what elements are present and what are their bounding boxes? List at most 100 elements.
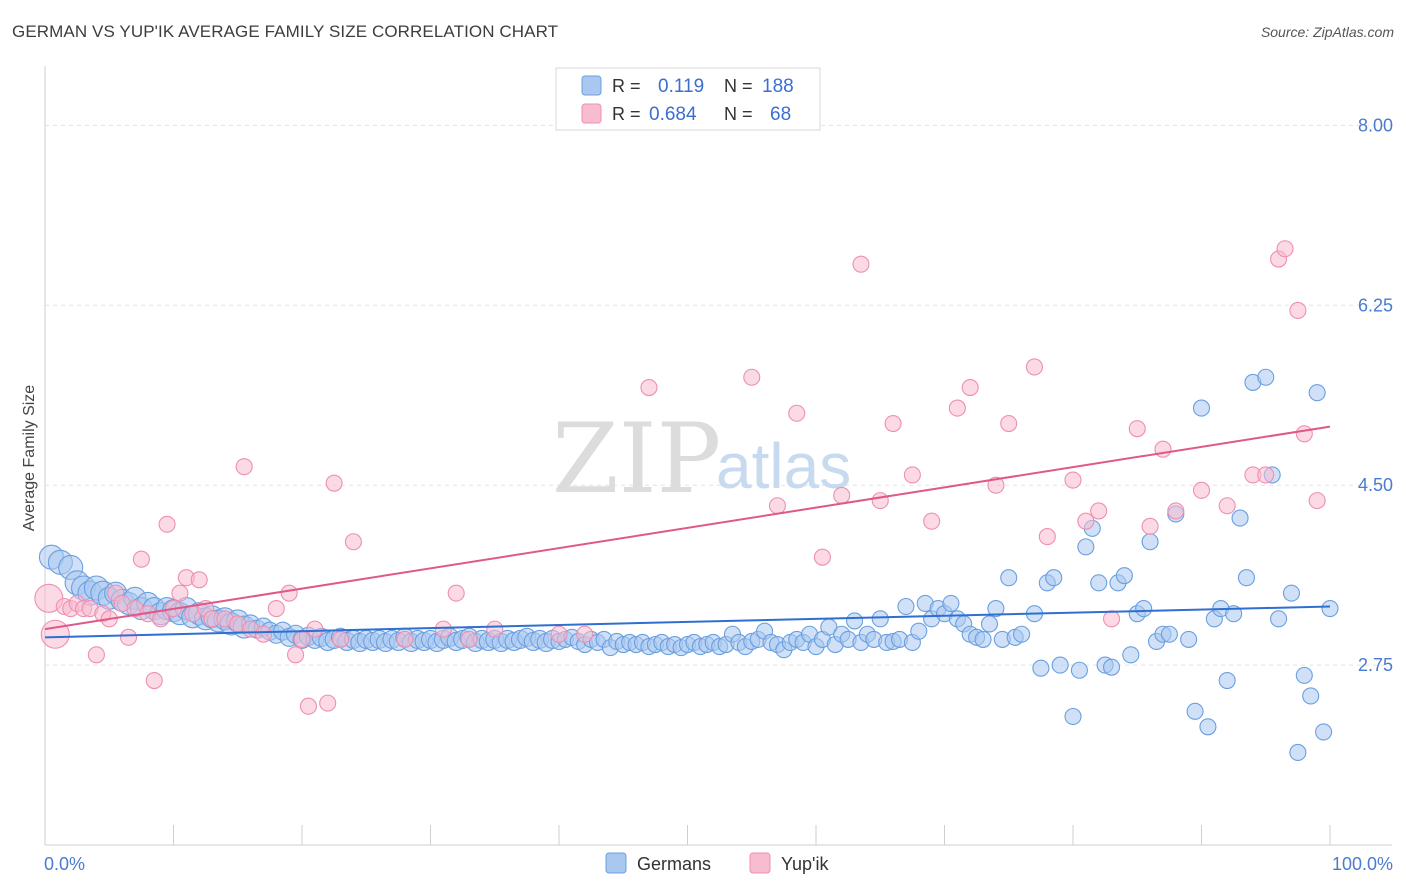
yupik-point [961, 378, 979, 397]
german-point [980, 615, 999, 633]
yupik-point [1103, 610, 1121, 628]
y-axis-title: Average Family Size [21, 385, 38, 532]
german-point [1064, 707, 1082, 726]
german-point [1115, 567, 1133, 585]
yupik-point [871, 492, 889, 510]
x-tick-label: 0.0% [44, 854, 85, 874]
german-point [910, 622, 928, 640]
stats-legend-swatch-germans [581, 75, 602, 96]
german-point [1257, 368, 1275, 386]
y-tick-label: 8.00 [1358, 115, 1393, 135]
x-tick-label: 100.0% [1332, 854, 1393, 874]
watermark-atlas-text: atlas [716, 430, 851, 502]
gridlines [45, 124, 1392, 666]
y-tick-label: 4.50 [1358, 475, 1393, 495]
yupik-point [1167, 502, 1185, 520]
stats-n-label-1: N = [724, 76, 753, 96]
yupik-point [235, 458, 253, 476]
german-point [1090, 574, 1108, 592]
stats-r-value-germans: 0.119 [658, 76, 704, 97]
axes [44, 66, 1392, 846]
x-tick-labels: 0.0% 100.0% [44, 854, 1393, 874]
german-point [1045, 569, 1063, 587]
yupik-point [145, 671, 163, 690]
yupik-point [280, 584, 298, 602]
yupik-point [293, 630, 311, 648]
yupik-point [1295, 425, 1313, 443]
german-point [897, 597, 915, 616]
german-point [1270, 610, 1288, 628]
german-point [1321, 600, 1339, 618]
yupik-point [576, 625, 594, 643]
german-point [987, 600, 1005, 618]
german-point [1032, 659, 1050, 677]
german-point [1218, 671, 1236, 690]
yupik-point [87, 646, 105, 664]
trend-line-yupik [44, 425, 1331, 631]
yupik-point [1276, 240, 1294, 258]
german-point [1160, 625, 1178, 643]
stats-n-value-yupik: 68 [770, 104, 791, 125]
yupik-point [460, 630, 478, 648]
yupik-point [743, 368, 761, 386]
yupik-point [158, 515, 176, 533]
german-point [1180, 630, 1198, 648]
series-yupik [34, 240, 1326, 715]
german-point [1077, 538, 1095, 556]
y-tick-label: 6.25 [1358, 295, 1393, 315]
german-point [1302, 687, 1320, 705]
watermark: ZIP atlas [552, 403, 851, 515]
stats-n-value-germans: 188 [762, 76, 794, 97]
german-point [1199, 718, 1217, 736]
yupik-point [331, 630, 350, 648]
yupik-point [1128, 420, 1146, 438]
yupik-point [788, 404, 806, 422]
series-legend: Germans Yup'ik [605, 852, 829, 874]
yupik-point [813, 548, 831, 566]
german-point [1231, 509, 1249, 527]
yupik-point [306, 620, 324, 638]
stats-legend: R = 0.119 N = 188 R = 0.684 N = 68 [555, 67, 821, 131]
yupik-point [447, 584, 465, 602]
german-point [1000, 569, 1018, 587]
german-point [1103, 658, 1121, 676]
y-tick-labels: 2.75 4.50 6.25 8.00 [1358, 115, 1393, 675]
yupik-point [903, 466, 921, 484]
yupik-point [768, 497, 787, 515]
yupik-point [171, 584, 189, 602]
german-point [1013, 625, 1031, 643]
yupik-point [325, 474, 343, 492]
yupik-point [152, 610, 170, 628]
yupik-point [396, 630, 414, 648]
german-point [871, 610, 889, 628]
yupik-point [1289, 301, 1307, 319]
yupik-point [1025, 358, 1043, 376]
yupik-point [40, 619, 70, 649]
german-point [1282, 584, 1300, 602]
german-point [1295, 666, 1313, 684]
yupik-point [987, 476, 1005, 494]
stats-r-label-2: R = [612, 104, 641, 124]
yupik-point [486, 620, 504, 638]
yupik-point [119, 628, 138, 646]
german-point [1237, 569, 1256, 587]
chart-source: Source: ZipAtlas.com [1260, 24, 1394, 40]
yupik-point [254, 625, 273, 643]
german-point [1308, 384, 1326, 402]
stats-n-label-2: N = [724, 104, 753, 124]
yupik-point [319, 694, 337, 712]
stats-r-value-yupik: 0.684 [649, 104, 697, 125]
chart-title: GERMAN VS YUP'IK AVERAGE FAMILY SIZE COR… [12, 22, 559, 41]
german-point [1192, 399, 1211, 417]
german-point [974, 630, 992, 648]
german-point [1289, 743, 1307, 762]
yupik-point [132, 550, 150, 568]
legend-swatch-yupik [749, 852, 771, 874]
german-point [1186, 702, 1204, 720]
yupik-point [344, 533, 362, 551]
legend-label-yupik: Yup'ik [781, 854, 829, 874]
stats-r-label-1: R = [612, 76, 641, 96]
yupik-point [1064, 471, 1082, 489]
trend-line-germans [44, 605, 1331, 639]
